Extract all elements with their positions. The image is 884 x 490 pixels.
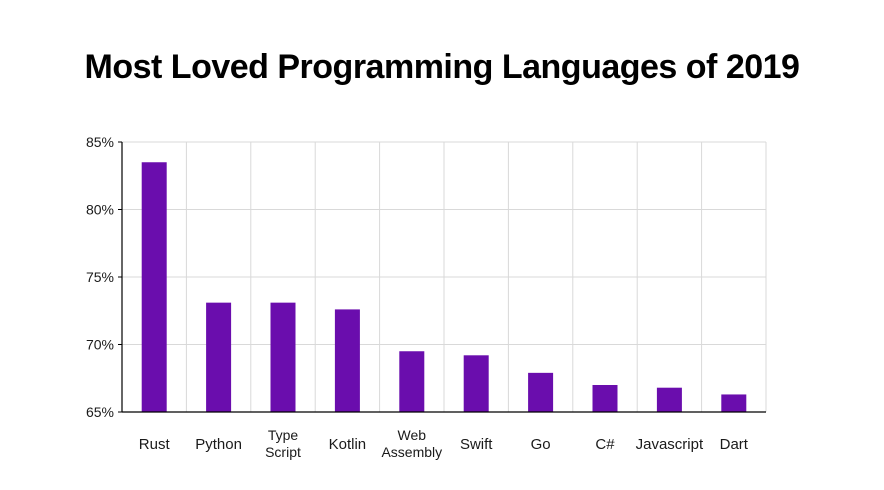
x-tick-label: Dart	[720, 436, 749, 453]
x-tick-label: Rust	[139, 436, 171, 453]
bars	[141, 162, 747, 412]
y-tick-label: 65%	[86, 404, 114, 420]
y-tick-label: 70%	[86, 337, 114, 353]
bar	[656, 387, 682, 412]
x-tick-label: Swift	[460, 436, 493, 453]
bar	[528, 372, 554, 412]
x-tick-label: C#	[595, 436, 615, 453]
x-tick-label: Kotlin	[329, 436, 367, 453]
bar	[141, 162, 167, 412]
bar	[270, 302, 296, 412]
y-tick-label: 75%	[86, 269, 114, 285]
grid-lines	[122, 141, 767, 412]
x-tick-label: Type Script	[265, 427, 301, 460]
axes	[118, 141, 766, 413]
y-tick-label: 80%	[86, 202, 114, 218]
bar	[721, 394, 747, 412]
bar	[592, 385, 618, 412]
x-tick-labels: Rust Python Type Script Kotlin Web Assembly Swi…	[139, 427, 749, 460]
x-tick-label: Javascript	[636, 436, 704, 453]
chart-title: Most Loved Programming Languages of 2019	[84, 48, 800, 86]
bar	[206, 302, 232, 412]
bar	[463, 355, 489, 412]
y-tick-label: 85%	[86, 134, 114, 150]
bar	[399, 351, 425, 412]
bar	[334, 309, 360, 412]
y-tick-labels: 65% 70% 75% 80% 85%	[86, 134, 114, 420]
x-tick-label: Web Assembly	[381, 427, 442, 460]
x-tick-label: Python	[195, 436, 242, 453]
x-tick-label: Go	[531, 436, 551, 453]
